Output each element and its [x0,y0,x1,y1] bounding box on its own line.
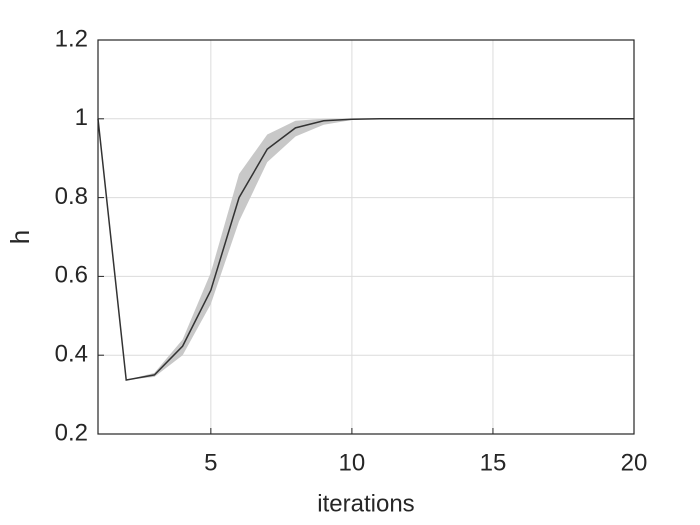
axes-box [97,39,635,435]
y-tick-label: 0.2 [55,419,88,446]
x-tick-label: 5 [204,449,217,476]
y-tick-label: 1.2 [55,25,88,52]
x-tick-label: 15 [480,449,507,476]
mean-line [97,118,634,381]
x-tick-label: 20 [621,449,648,476]
y-tick-label: 0.8 [55,183,88,210]
x-tick-label: 10 [339,449,366,476]
y-axis-label: h [5,230,35,244]
y-tick-label: 0.6 [55,262,88,289]
x-axis-label: iterations [317,490,414,517]
y-tick-label: 0.4 [55,341,88,368]
y-tick-label: 1 [75,104,88,131]
